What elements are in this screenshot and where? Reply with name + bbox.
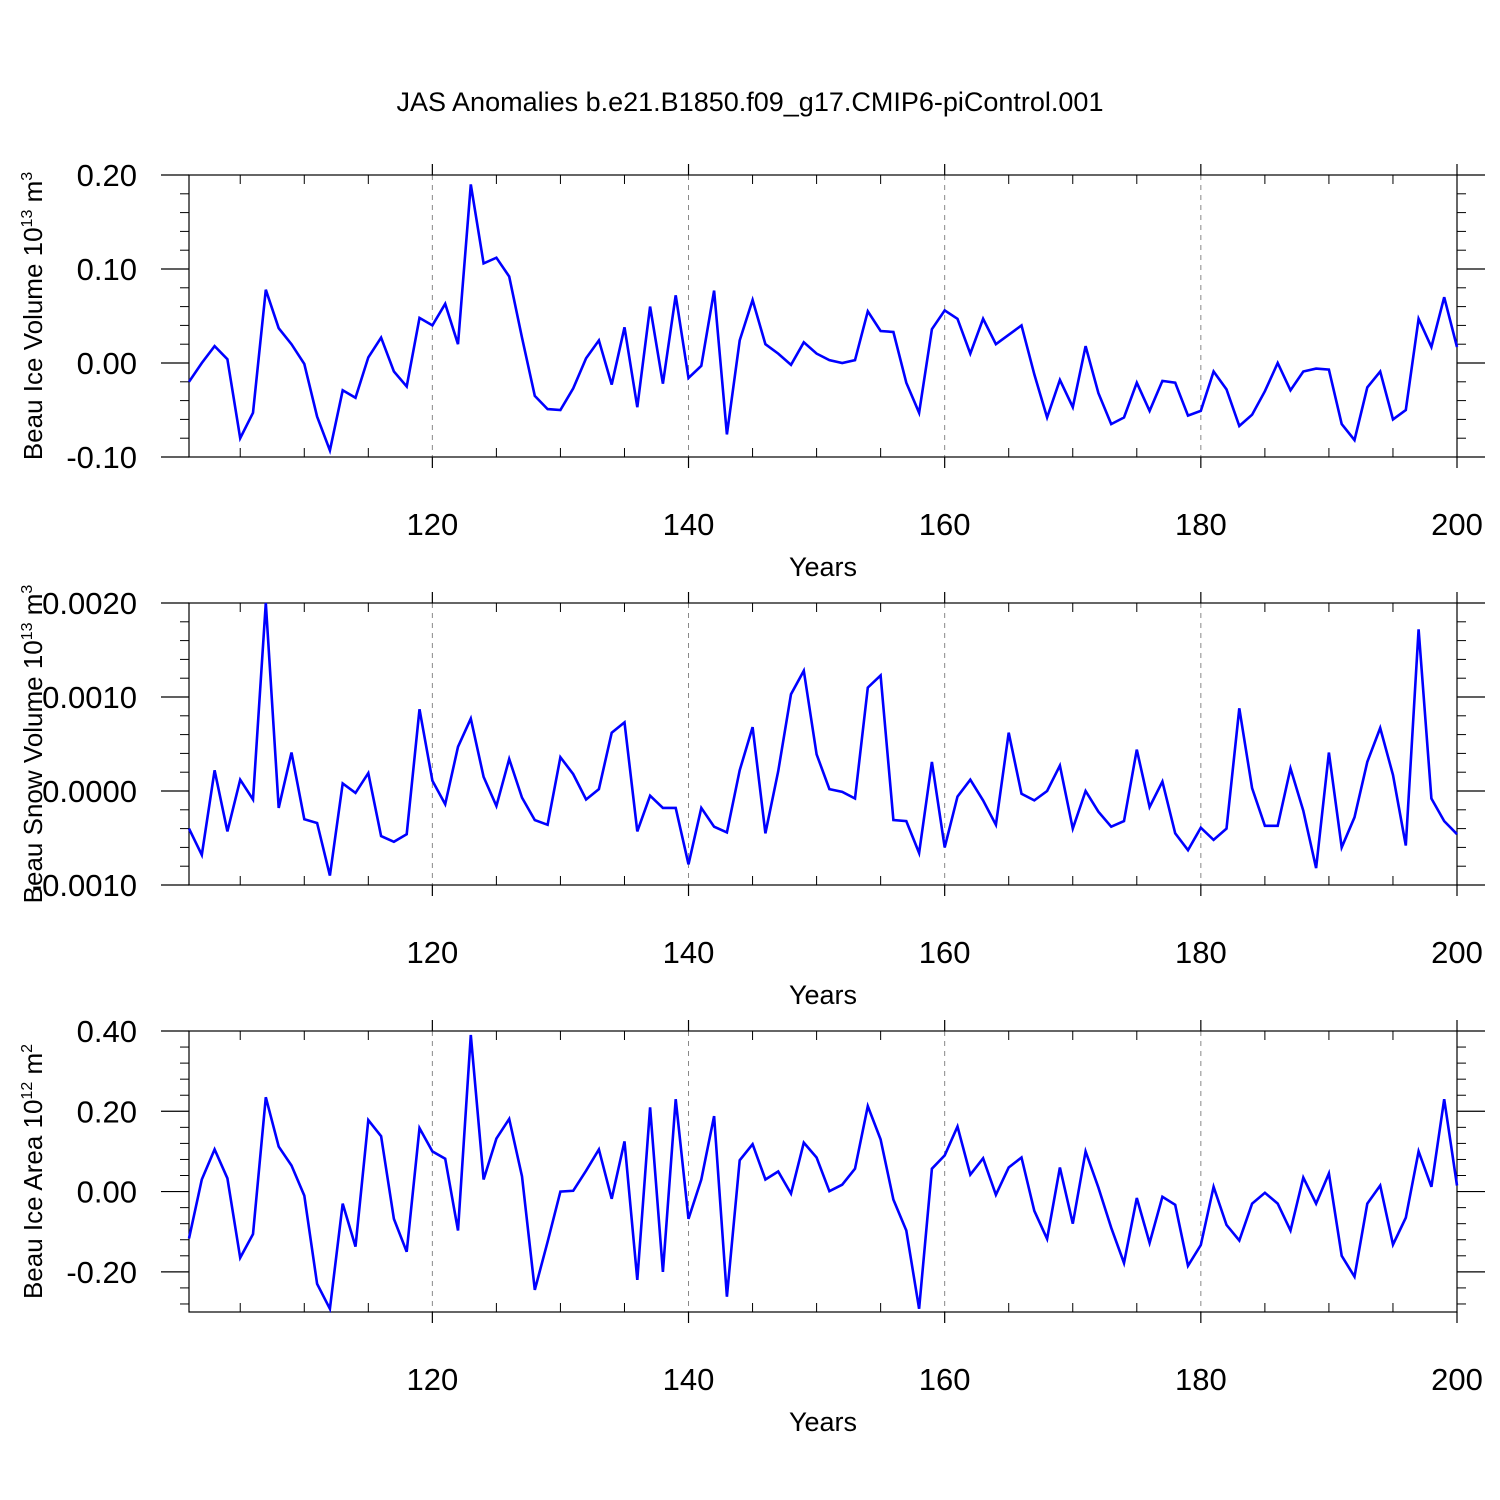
- y-label-main: Beau Ice Area 10: [18, 1100, 48, 1299]
- x-tick-label: 160: [919, 507, 971, 542]
- series-line: [187, 602, 1458, 876]
- figure-title: JAS Anomalies b.e21.B1850.f09_g17.CMIP6-…: [397, 87, 1104, 117]
- y-tick-label: 0.0010: [42, 680, 137, 715]
- y-label-unit-exponent: 3: [19, 172, 36, 181]
- y-label-exponent: 12: [19, 1082, 36, 1100]
- panel-2: 120 140 160 180 200 -0.0010 0.0000 0.0010 0.0020…: [18, 585, 1485, 1010]
- y-tick-label: 0.20: [77, 1094, 137, 1129]
- x-tick-label: 120: [406, 507, 458, 542]
- y-label-main: Beau Ice Volume 10: [18, 227, 48, 460]
- x-tick-label: 140: [663, 507, 715, 542]
- plot-frame: [188, 602, 1458, 886]
- plot-frame: [188, 1030, 1458, 1313]
- y-tick-label: 0.00: [77, 1175, 137, 1210]
- y-tick-label: 0.20: [77, 158, 137, 193]
- x-tick-label: 140: [663, 1362, 715, 1397]
- x-tick-label: 180: [1175, 1362, 1227, 1397]
- x-tick-label: 180: [1175, 507, 1227, 542]
- y-axis-label: Beau Ice Area 1012 m2: [18, 1044, 48, 1299]
- y-tick-label: 0.10: [77, 252, 137, 287]
- y-label-main: Beau Snow Volume 10: [18, 640, 48, 903]
- panel-3: 120 140 160 180 200 -0.20 0.00 0.20 0.40 Years Bea…: [18, 1014, 1485, 1437]
- y-tick-label: 0.0020: [42, 586, 137, 621]
- y-tick-label: -0.10: [66, 440, 137, 475]
- y-tick-label: -0.20: [66, 1255, 137, 1290]
- y-label-unit-exponent: 2: [19, 1044, 36, 1053]
- x-tick-label: 140: [663, 935, 715, 970]
- panel-1: 120 140 160 180 200 -0.10 0.00 0.10 0.20 Years Bea…: [18, 158, 1485, 582]
- x-axis-label: Years: [789, 552, 857, 582]
- x-tick-label: 120: [406, 935, 458, 970]
- x-axis-label: Years: [789, 1407, 857, 1437]
- x-axis-label: Years: [789, 980, 857, 1010]
- y-label-unit: m: [18, 1053, 48, 1082]
- y-label-unit: m: [18, 594, 48, 623]
- x-tick-label: 200: [1431, 507, 1483, 542]
- plot-frame: [188, 174, 1458, 458]
- y-label-unit: m: [18, 181, 48, 210]
- y-tick-label: 0.00: [77, 346, 137, 381]
- y-label-exponent: 13: [19, 210, 36, 228]
- y-tick-label: 0.0000: [42, 774, 137, 809]
- y-label-exponent: 13: [19, 622, 36, 640]
- series-line: [187, 1034, 1459, 1314]
- y-tick-label: 0.40: [77, 1014, 137, 1049]
- y-axis-label: Beau Ice Volume 1013 m3: [18, 172, 48, 460]
- x-tick-label: 200: [1431, 935, 1483, 970]
- x-tick-label: 200: [1431, 1362, 1483, 1397]
- x-tick-label: 160: [919, 1362, 971, 1397]
- y-tick-label: -0.0010: [32, 868, 137, 903]
- y-axis-label: Beau Snow Volume 1013 m3: [18, 585, 48, 904]
- series-line: [187, 184, 1459, 455]
- x-tick-label: 180: [1175, 935, 1227, 970]
- x-tick-label: 120: [406, 1362, 458, 1397]
- y-label-unit-exponent: 3: [19, 585, 36, 594]
- x-tick-label: 160: [919, 935, 971, 970]
